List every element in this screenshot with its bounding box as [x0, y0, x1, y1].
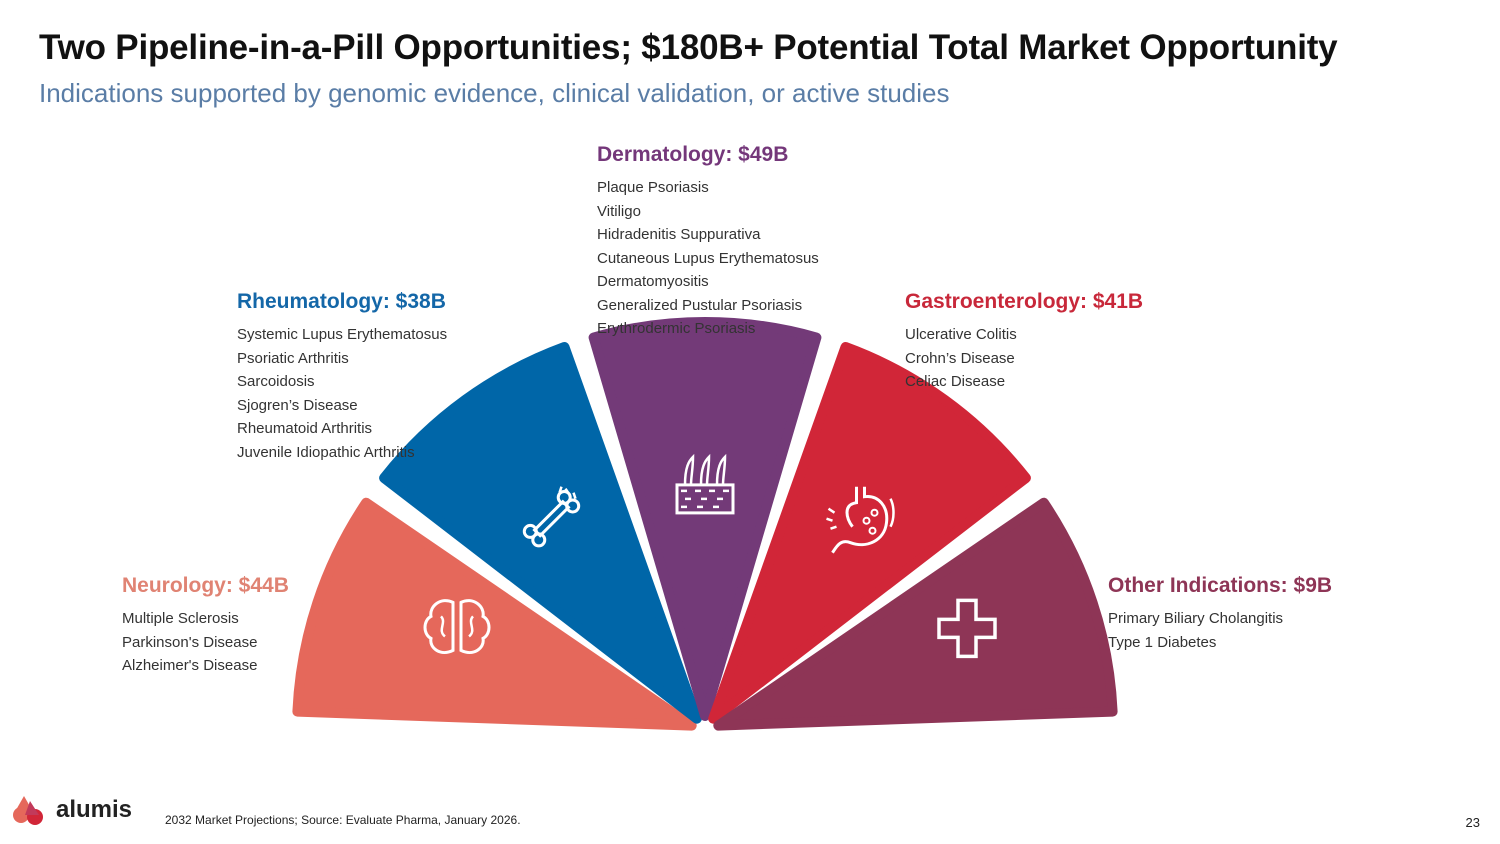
dermatology-indication: Cutaneous Lupus Erythematosus: [597, 249, 819, 267]
rheumatology-group: Rheumatology: $38B Systemic Lupus Erythe…: [237, 290, 447, 464]
neurology-indication: Parkinson's Disease: [122, 633, 258, 651]
other-indications-label: Other Indications: $9B: [1108, 574, 1333, 597]
dermatology-wedge: [588, 316, 822, 721]
neurology-wedge: [292, 497, 697, 731]
gastroenterology-indication: Celiac Disease: [905, 373, 1006, 390]
medical-cross-icon: [937, 598, 997, 659]
gastroenterology-group: Gastroenterology: $41B Ulcerative Coliti…: [905, 290, 1143, 394]
gastroenterology-indication: Crohn’s Disease: [905, 349, 1015, 367]
rheumatology-indication: Sjogren’s Disease: [237, 396, 358, 414]
rheumatology-indication: Systemic Lupus Erythematosus: [237, 326, 448, 343]
slide-subtitle: Indications supported by genomic evidenc…: [39, 78, 950, 108]
dermatology-indication: Erythrodermic Psoriasis: [597, 320, 756, 337]
other-indication: Primary Biliary Cholangitis: [1108, 610, 1284, 627]
rheumatology-indication: Rheumatoid Arthritis: [237, 420, 373, 437]
dermatology-indication: Generalized Pustular Psoriasis: [597, 296, 803, 314]
other-indication: Type 1 Diabetes: [1108, 633, 1217, 651]
stomach-icon: [826, 486, 895, 554]
logo-wordmark: alumis: [56, 796, 133, 823]
neurology-indication: Alzheimer's Disease: [122, 657, 258, 674]
dermatology-indication: Hidradenitis Suppurativa: [597, 226, 761, 243]
neurology-label: Neurology: $44B: [122, 574, 289, 597]
rheumatology-indication: Sarcoidosis: [237, 373, 315, 390]
dermatology-label: Dermatology: $49B: [597, 143, 789, 166]
skin-icon: [675, 453, 735, 515]
dermatology-indication: Plaque Psoriasis: [597, 179, 709, 196]
neurology-indication: Multiple Sclerosis: [122, 610, 239, 627]
gastroenterology-label: Gastroenterology: $41B: [905, 290, 1144, 313]
slide-title: Two Pipeline-in-a-Pill Opportunities; $1…: [39, 28, 1338, 67]
source-footnote: 2032 Market Projections; Source: Evaluat…: [165, 813, 521, 827]
page-number: 23: [1465, 815, 1480, 830]
bone-icon: [522, 486, 581, 548]
rheumatology-indication: Psoriatic Arthritis: [237, 349, 349, 367]
rheumatology-label: Rheumatology: $38B: [237, 290, 446, 313]
dermatology-indication: Dermatomyositis: [597, 273, 709, 290]
brain-icon: [423, 599, 491, 654]
dermatology-indication: Vitiligo: [597, 202, 641, 220]
other-indications-group: Other Indications: $9B Primary Biliary C…: [1108, 574, 1332, 654]
rheumatology-indication: Juvenile Idiopathic Arthritis: [237, 443, 415, 461]
other-indications-wedge: [713, 497, 1118, 731]
gastroenterology-indication: Ulcerative Colitis: [905, 326, 1017, 343]
alumis-logo-mark-icon: [13, 796, 43, 825]
neurology-group: Neurology: $44B Multiple Sclerosis Parki…: [122, 574, 289, 678]
dermatology-group: Dermatology: $49B Plaque Psoriasis Vitil…: [597, 143, 819, 341]
alumis-logo: alumis: [12, 793, 132, 827]
